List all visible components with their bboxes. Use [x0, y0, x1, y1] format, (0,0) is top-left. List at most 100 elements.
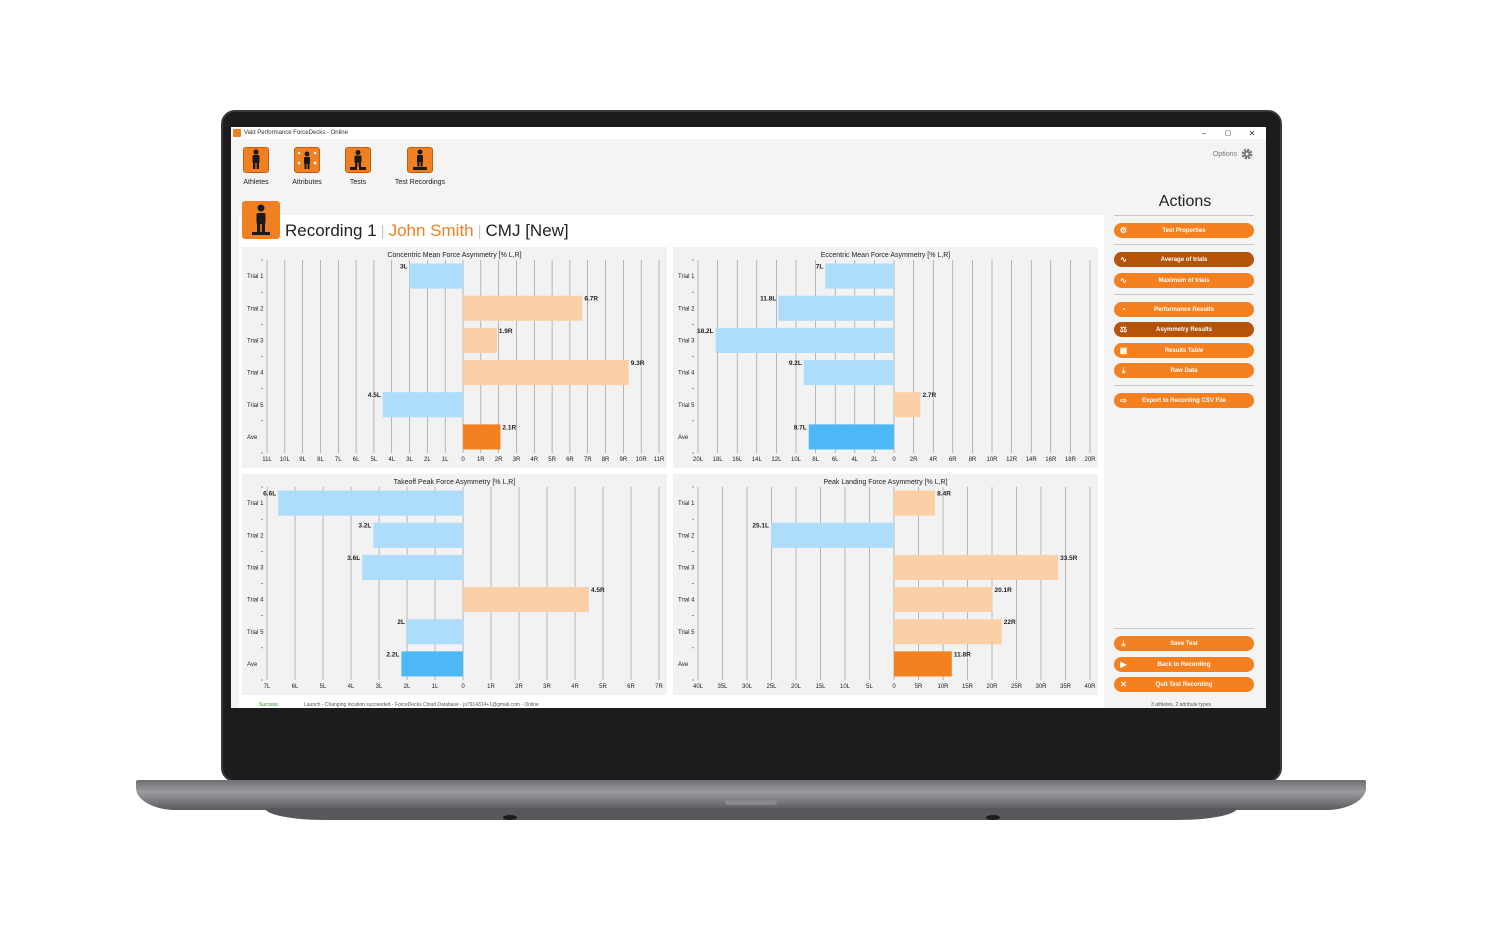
data-label: 9.3R: [631, 360, 645, 367]
x-tick-label: 8L: [812, 457, 819, 463]
data-label: 2.2L: [386, 651, 399, 658]
nav-test-recordings[interactable]: Test Recordings: [390, 147, 450, 186]
laptop-foot-dot: [503, 815, 517, 820]
x-tick-label: 3R: [513, 457, 521, 463]
back-to-recording-button[interactable]: ▶ Back to Recording: [1114, 657, 1254, 672]
test-name: CMJ [New]: [485, 221, 569, 240]
maximize-button[interactable]: ▢: [1224, 130, 1232, 137]
x-tick-label: 4L: [851, 457, 858, 463]
bar: [409, 263, 463, 289]
y-category-label: Trial 3: [678, 565, 695, 571]
x-tick-label: 10L: [840, 684, 851, 690]
x-tick-label: 18L: [713, 457, 724, 463]
x-tick-label: 2L: [871, 457, 878, 463]
divider: [1114, 628, 1254, 629]
x-tick-label: 9R: [620, 457, 628, 463]
y-category-label: Trial 5: [678, 630, 695, 636]
bar: [894, 490, 936, 516]
gauge-icon: ◔: [1121, 305, 1126, 314]
y-category-label: Trial 4: [247, 371, 264, 377]
chart-line-icon: ⤓: [1121, 366, 1126, 375]
actions-panel: Actions ⚙ Test Properties ∿ Average of t…: [1104, 193, 1266, 708]
x-tick-label: 16L: [732, 457, 743, 463]
x-tick-label: 20L: [791, 684, 802, 690]
status-bar: Success Launch - Changing location succe…: [231, 702, 1266, 708]
divider: [1114, 215, 1254, 216]
gear-icon: ⚙: [1119, 226, 1128, 235]
x-tick-label: 7R: [655, 684, 663, 690]
y-category-label: Ave: [247, 662, 258, 668]
bar: [463, 327, 497, 353]
x-tick-label: 3L: [376, 684, 383, 690]
data-label: 3.2L: [358, 523, 371, 530]
recording-header: Recording 1 | John Smith | CMJ [New]: [239, 201, 1104, 247]
laptop-hinge: [725, 800, 777, 805]
close-button[interactable]: ✕: [1248, 128, 1256, 138]
divider: [1114, 244, 1254, 245]
bar: [778, 295, 894, 321]
y-category-label: Trial 4: [678, 598, 695, 604]
test-recordings-icon: [407, 147, 433, 173]
save-icon: ⤓: [1121, 639, 1126, 648]
bar: [894, 651, 952, 677]
scale-icon: ⚖: [1119, 325, 1128, 334]
y-category-label: Trial 2: [678, 306, 695, 312]
x-tick-label: 25R: [1011, 684, 1023, 690]
options-button[interactable]: Options: [1213, 147, 1254, 161]
asymmetry-results-button[interactable]: ⚖ Asymmetry Results: [1114, 322, 1254, 337]
bar: [825, 263, 894, 289]
x-tick-label: 25L: [766, 684, 777, 690]
x-tick-label: 12L: [771, 457, 782, 463]
maximum-of-trials-button[interactable]: ∿ Maximum of trials: [1114, 273, 1254, 288]
export-icon: ⇨: [1120, 396, 1127, 405]
nav-attributes[interactable]: Attributes: [277, 147, 337, 186]
x-tick-label: 3R: [543, 684, 551, 690]
x-tick-label: 40L: [693, 684, 704, 690]
button-label: Maximum of trials: [1158, 277, 1210, 284]
x-tick-label: 1R: [477, 457, 485, 463]
export-csv-button[interactable]: ⇨ Export to Recording CSV File: [1114, 393, 1254, 408]
results-table-button[interactable]: ▦ Results Table: [1114, 343, 1254, 358]
x-tick-label: 2R: [495, 457, 503, 463]
status-message: Launch - Changing location succeeded - F…: [304, 702, 539, 708]
y-category-label: Trial 5: [247, 403, 264, 409]
raw-data-button[interactable]: ⤓ Raw Data: [1114, 363, 1254, 378]
x-tick-label: 11R: [654, 457, 665, 463]
nav-label: Tests: [349, 179, 367, 186]
save-test-button[interactable]: ⤓ Save Test: [1114, 636, 1254, 651]
chart-svg: 11L 10L 9L 8L 7L 6L 5L 4L 3L 2L 1L 0 1R 2R 3R 4R 5R 6R 7R 8…: [247, 259, 665, 463]
x-tick-label: 10R: [636, 457, 648, 463]
test-properties-button[interactable]: ⚙ Test Properties: [1114, 223, 1254, 238]
data-label: 9.2L: [789, 360, 802, 367]
x-tick-label: 4R: [530, 457, 538, 463]
wave-icon: ∿: [1120, 276, 1127, 285]
average-of-trials-button[interactable]: ∿ Average of trials: [1114, 252, 1254, 267]
chart-title: Peak Landing Force Asymmetry [% L,R]: [823, 479, 948, 486]
x-tick-label: 10R: [937, 684, 949, 690]
data-label: 7L: [816, 264, 824, 271]
gear-icon: [1241, 148, 1253, 160]
close-icon: ✕: [1120, 680, 1127, 689]
data-label: 18.2L: [697, 328, 714, 335]
nav-tests[interactable]: Tests: [328, 147, 388, 186]
app-logo-icon: [233, 129, 241, 137]
nav-label: Athletes: [243, 179, 269, 186]
x-tick-label: 6R: [627, 684, 635, 690]
data-label: 2L: [397, 619, 405, 626]
minimize-button[interactable]: –: [1201, 128, 1207, 138]
performance-results-button[interactable]: ◔ Performance Results: [1114, 302, 1254, 317]
y-category-label: Trial 1: [247, 274, 264, 280]
quit-test-recording-button[interactable]: ✕ Quit Test Recording: [1114, 677, 1254, 692]
divider: [1114, 294, 1254, 295]
x-tick-label: 7L: [264, 684, 271, 690]
x-tick-label: 0: [892, 684, 896, 690]
y-category-label: Trial 3: [247, 338, 264, 344]
button-label: Asymmetry Results: [1155, 326, 1213, 333]
app-window: Vald Performance ForceDecks - Online – ▢…: [231, 127, 1266, 708]
tests-icon: [345, 147, 371, 173]
data-label: 2.7R: [922, 392, 936, 399]
x-tick-label: 35L: [717, 684, 728, 690]
button-label: Results Table: [1164, 347, 1204, 354]
nav-athletes[interactable]: Athletes: [231, 147, 286, 186]
x-tick-label: 35R: [1060, 684, 1072, 690]
